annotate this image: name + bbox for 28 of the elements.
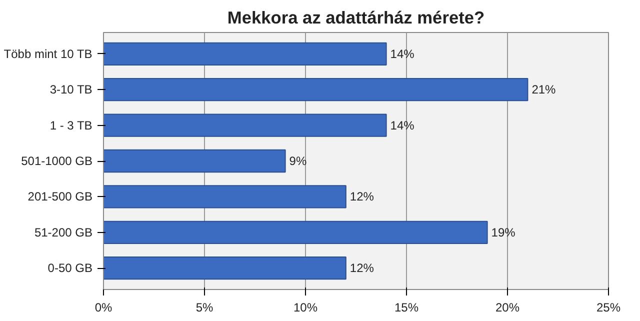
data-label: 21% — [532, 82, 556, 97]
x-tick-label: 5% — [196, 300, 214, 314]
data-label: 14% — [390, 118, 415, 132]
y-tick-label: Több mint 10 TB — [4, 46, 92, 61]
chart-title: Mekkora az adattárház mérete? — [227, 8, 485, 28]
bar — [104, 185, 346, 208]
x-tick-label: 0% — [94, 300, 112, 314]
x-tick-label: 10% — [293, 300, 318, 314]
x-tick-label: 25% — [596, 300, 621, 314]
y-tick-label: 1 - 3 TB — [50, 118, 92, 132]
data-label: 19% — [491, 225, 516, 240]
bar — [104, 220, 488, 244]
data-label: 9% — [289, 154, 307, 168]
bar — [104, 114, 387, 137]
bar — [104, 42, 387, 66]
data-label: 12% — [350, 261, 374, 276]
y-tick-label: 3-10 TB — [50, 82, 92, 97]
x-tick-label: 20% — [495, 300, 520, 314]
y-tick-label: 51-200 GB — [34, 225, 93, 240]
y-tick-label: 501-1000 GB — [21, 154, 93, 168]
x-tick-label: 15% — [394, 300, 419, 314]
data-label: 12% — [350, 190, 374, 204]
data-label: 14% — [390, 46, 415, 61]
bar — [104, 78, 528, 102]
bar — [104, 149, 286, 173]
bar — [104, 256, 346, 280]
y-tick-label: 0-50 GB — [48, 261, 93, 276]
y-tick-label: 201-500 GB — [28, 190, 93, 204]
